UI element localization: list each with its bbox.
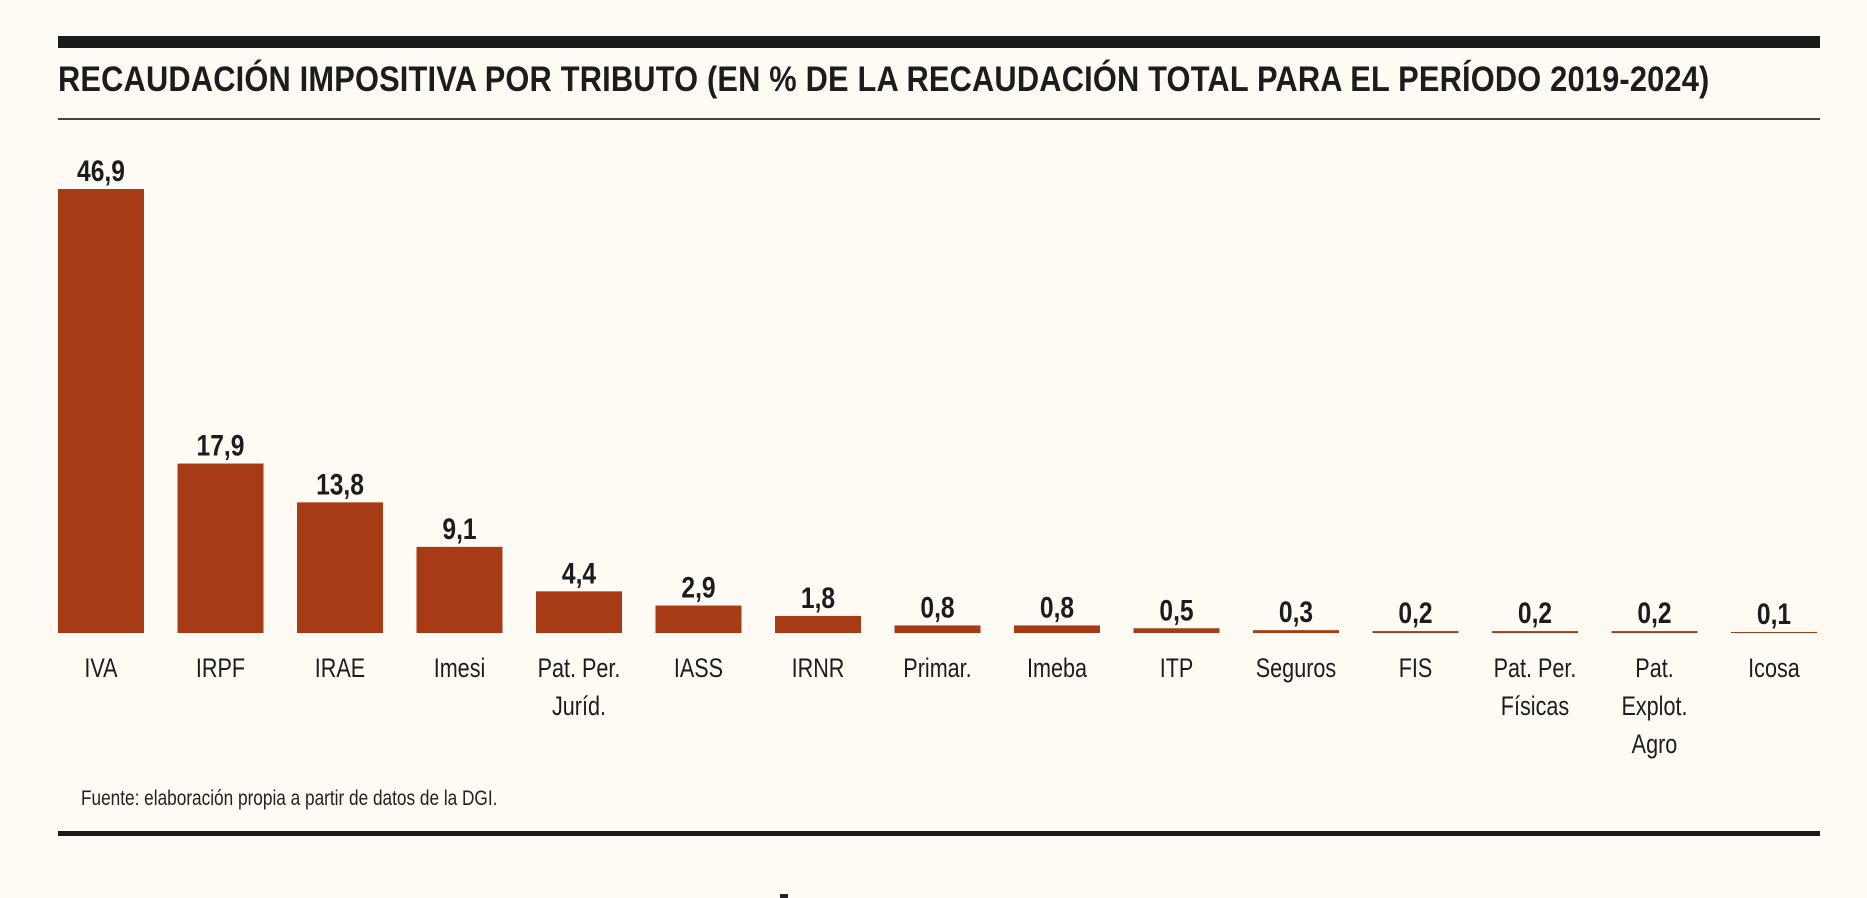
bar-group: 13,8 IRAE (297, 467, 383, 684)
bar (894, 625, 981, 633)
bar-group: 0,2 Pat. Per. Físicas (1492, 596, 1578, 722)
bar-group: 0,1 Icosa (1731, 597, 1817, 684)
data-label: 0,2 (1518, 596, 1552, 630)
category-tick-label: ITP (1160, 654, 1194, 684)
data-label: 0,8 (1040, 590, 1074, 624)
data-label: 17,9 (197, 428, 245, 462)
category-tick-label: IRPF (196, 654, 245, 684)
chart-title: RECAUDACIÓN IMPOSITIVA POR TRIBUTO (EN %… (58, 60, 1710, 99)
bar-group: 46,9 IVA (58, 154, 144, 684)
data-label: 46,9 (77, 154, 125, 188)
category-tick-label: Primar. (903, 654, 971, 684)
bar (416, 546, 503, 633)
data-label: 0,8 (920, 590, 954, 624)
bar-group: 0,8 Imeba (1014, 590, 1100, 684)
top-rule (58, 36, 1820, 48)
bar (1014, 625, 1100, 633)
bar (1133, 628, 1220, 633)
bar-group: 0,3 Seguros (1253, 595, 1339, 684)
category-tick-label: Pat. (1635, 654, 1673, 684)
bar (177, 463, 264, 633)
bar-group: 4,4 Pat. Per. Juríd. (536, 556, 622, 722)
category-tick-label: Agro (1632, 730, 1678, 760)
bar (1372, 631, 1459, 633)
category-tick-label: Pat. Per. (1494, 654, 1577, 684)
source-note: Fuente: elaboración propia a partir de d… (81, 787, 498, 810)
bar-group: 0,5 ITP (1133, 593, 1220, 684)
category-tick-label: IRNR (792, 654, 845, 684)
bar-group: 1,8 IRNR (775, 581, 861, 684)
data-label: 0,1 (1757, 597, 1791, 631)
bar-group: 0,2 Pat. Explot. Agro (1611, 596, 1698, 760)
title-divider (58, 118, 1820, 120)
data-label: 1,8 (801, 581, 835, 615)
bar (58, 189, 144, 633)
bar (297, 502, 383, 633)
bar (655, 605, 742, 633)
data-label: 9,1 (442, 512, 476, 546)
category-tick-label: FIS (1399, 654, 1433, 684)
bar-group: 0,2 FIS (1372, 596, 1459, 684)
category-tick-label: Pat. Per. (538, 654, 621, 684)
bottom-rule (58, 831, 1820, 836)
bar (1253, 630, 1339, 633)
category-tick-label: Imeba (1027, 654, 1087, 684)
bottom-mark (780, 894, 788, 898)
data-label: 0,5 (1159, 593, 1193, 627)
bar (775, 615, 861, 633)
bar (1611, 631, 1698, 633)
category-tick-label: IASS (674, 654, 723, 684)
bar-group: 0,8 Primar. (894, 590, 981, 684)
bar (1731, 632, 1817, 633)
category-tick-label: IVA (84, 654, 118, 684)
data-label: 2,9 (681, 570, 715, 604)
bar-group: 2,9 IASS (655, 570, 742, 684)
data-label: 0,2 (1637, 596, 1671, 630)
category-tick-label: Icosa (1748, 654, 1800, 684)
category-tick-label: Imesi (434, 654, 486, 684)
data-label: 0,3 (1279, 595, 1313, 629)
category-tick-label: Físicas (1501, 692, 1569, 722)
data-label: 0,2 (1398, 596, 1432, 630)
bar-group: 9,1 Imesi (416, 512, 503, 684)
data-label: 13,8 (316, 467, 364, 501)
category-tick-label: Seguros (1256, 654, 1336, 684)
category-tick-label: IRAE (315, 654, 365, 684)
bar (536, 591, 622, 633)
bar (1492, 631, 1578, 633)
data-label: 4,4 (562, 556, 597, 590)
category-tick-label: Juríd. (552, 692, 606, 722)
bar-group: 17,9 IRPF (177, 428, 264, 684)
category-tick-label: Explot. (1621, 692, 1687, 722)
